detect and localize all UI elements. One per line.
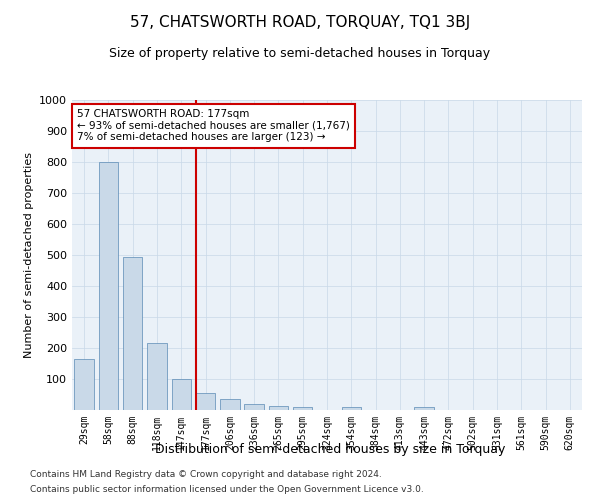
Text: Distribution of semi-detached houses by size in Torquay: Distribution of semi-detached houses by … bbox=[155, 442, 505, 456]
Bar bbox=[74, 359, 94, 410]
Text: Contains public sector information licensed under the Open Government Licence v3: Contains public sector information licen… bbox=[30, 485, 424, 494]
Text: 57 CHATSWORTH ROAD: 177sqm
← 93% of semi-detached houses are smaller (1,767)
7% : 57 CHATSWORTH ROAD: 177sqm ← 93% of semi… bbox=[77, 110, 350, 142]
Bar bbox=[269, 406, 288, 410]
Text: Contains HM Land Registry data © Crown copyright and database right 2024.: Contains HM Land Registry data © Crown c… bbox=[30, 470, 382, 479]
Bar bbox=[341, 407, 361, 410]
Bar bbox=[244, 404, 264, 410]
Bar bbox=[123, 256, 142, 410]
Text: Size of property relative to semi-detached houses in Torquay: Size of property relative to semi-detach… bbox=[109, 48, 491, 60]
Bar bbox=[147, 344, 167, 410]
Text: 57, CHATSWORTH ROAD, TORQUAY, TQ1 3BJ: 57, CHATSWORTH ROAD, TORQUAY, TQ1 3BJ bbox=[130, 15, 470, 30]
Bar bbox=[196, 393, 215, 410]
Bar bbox=[99, 162, 118, 410]
Bar bbox=[293, 407, 313, 410]
Bar bbox=[415, 407, 434, 410]
Bar bbox=[220, 398, 239, 410]
Bar bbox=[172, 379, 191, 410]
Y-axis label: Number of semi-detached properties: Number of semi-detached properties bbox=[23, 152, 34, 358]
